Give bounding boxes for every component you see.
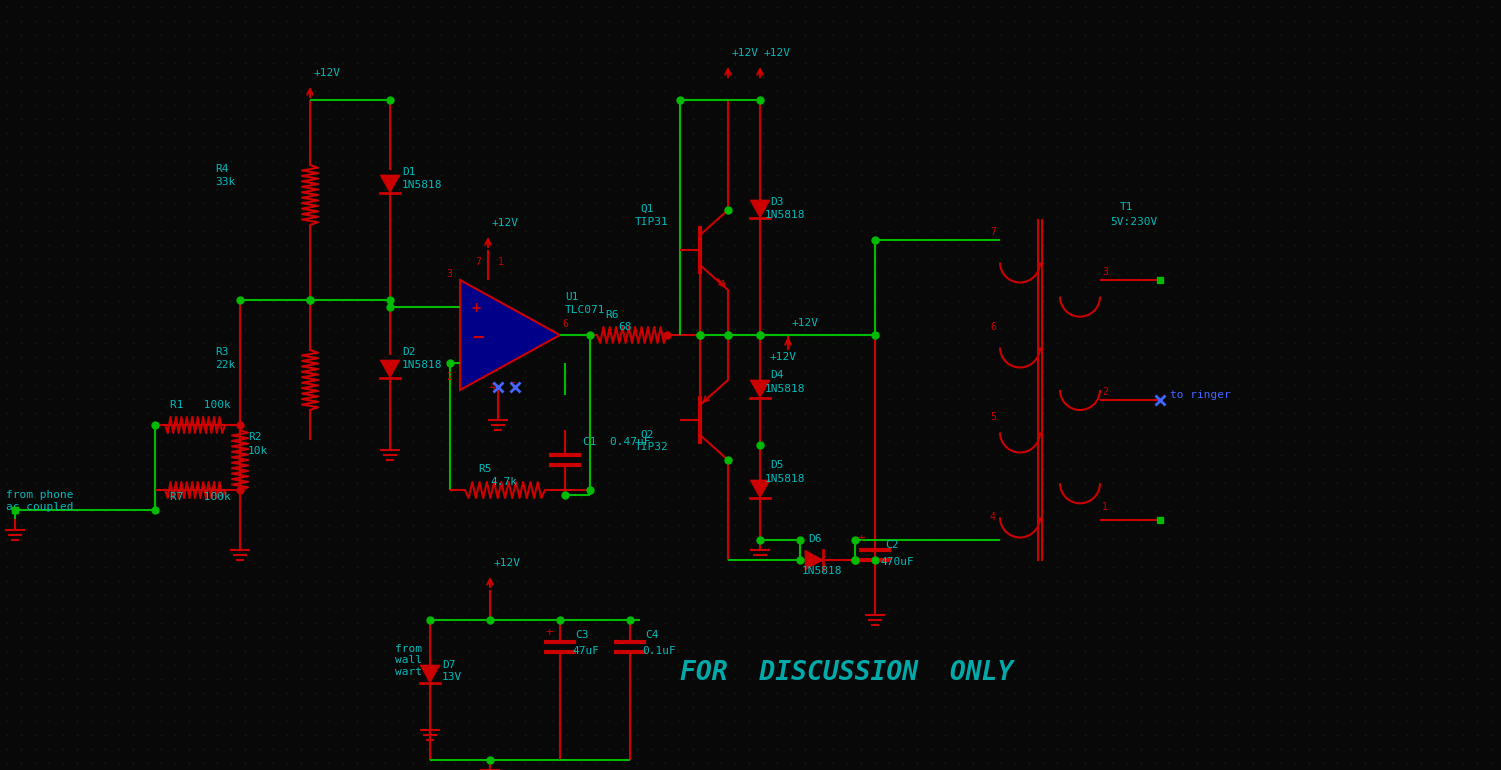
Text: 1N5818: 1N5818 — [802, 566, 842, 576]
Text: +12V: +12V — [793, 318, 820, 328]
Text: R7   100k: R7 100k — [170, 492, 231, 502]
Text: TLC071: TLC071 — [564, 305, 605, 315]
Text: 1: 1 — [1102, 502, 1108, 512]
Text: 1N5818: 1N5818 — [766, 210, 806, 220]
Text: 33k: 33k — [215, 177, 236, 187]
Text: R4: R4 — [215, 164, 228, 174]
Text: TIP31: TIP31 — [635, 217, 669, 227]
Text: R6: R6 — [605, 310, 618, 320]
Text: 1: 1 — [498, 257, 504, 267]
Text: TIP32: TIP32 — [635, 442, 669, 452]
Text: +12V: +12V — [770, 352, 797, 362]
Polygon shape — [420, 665, 440, 683]
Text: 2: 2 — [446, 372, 452, 382]
Text: 5V:230V: 5V:230V — [1111, 217, 1157, 227]
Text: 68: 68 — [618, 322, 632, 332]
Text: from
wall
wart: from wall wart — [395, 644, 422, 677]
Text: D1: D1 — [402, 167, 416, 177]
Text: −: − — [471, 328, 483, 347]
Text: FOR  DISCUSSION  ONLY: FOR DISCUSSION ONLY — [680, 660, 1013, 686]
Polygon shape — [380, 360, 399, 378]
Text: U1: U1 — [564, 292, 578, 302]
Text: 1N5818: 1N5818 — [402, 360, 443, 370]
Text: 0.1uF: 0.1uF — [642, 646, 675, 656]
Polygon shape — [750, 480, 770, 498]
Polygon shape — [750, 200, 770, 218]
Text: R5: R5 — [477, 464, 491, 474]
Text: D6: D6 — [808, 534, 821, 544]
Text: +12V: +12V — [764, 48, 791, 58]
Text: 7: 7 — [991, 227, 995, 237]
Polygon shape — [805, 550, 823, 570]
Text: 13V: 13V — [441, 672, 462, 682]
Text: 1N5818: 1N5818 — [766, 384, 806, 394]
Text: +12V: +12V — [314, 68, 341, 78]
Text: +: + — [546, 626, 554, 639]
Text: +12V: +12V — [732, 48, 760, 58]
Text: 470uF: 470uF — [880, 557, 914, 567]
Text: 47uF: 47uF — [572, 646, 599, 656]
Text: R1   100k: R1 100k — [170, 400, 231, 410]
Text: D3: D3 — [770, 197, 784, 207]
Text: Q1: Q1 — [639, 204, 653, 214]
Text: D4: D4 — [770, 370, 784, 380]
Text: from phone
ac coupled: from phone ac coupled — [6, 490, 74, 511]
Polygon shape — [459, 280, 560, 390]
Text: R3: R3 — [215, 347, 228, 357]
Text: R2: R2 — [248, 432, 261, 442]
Text: 5: 5 — [510, 382, 516, 392]
Text: +12V: +12V — [494, 558, 521, 568]
Text: Q2: Q2 — [639, 430, 653, 440]
Text: 2: 2 — [1102, 387, 1108, 397]
Text: +: + — [857, 532, 865, 545]
Text: +: + — [471, 301, 482, 316]
Text: T1: T1 — [1120, 202, 1133, 212]
Text: 1N5818: 1N5818 — [766, 474, 806, 484]
Text: 3: 3 — [446, 269, 452, 279]
Text: D2: D2 — [402, 347, 416, 357]
Text: to ringer: to ringer — [1169, 390, 1231, 400]
Text: D5: D5 — [770, 460, 784, 470]
Text: C1  0.47uF: C1 0.47uF — [582, 437, 650, 447]
Text: +12V: +12V — [492, 218, 519, 228]
Polygon shape — [380, 175, 399, 193]
Text: 7: 7 — [474, 257, 480, 267]
Text: C3: C3 — [575, 630, 588, 640]
Text: 1N5818: 1N5818 — [402, 180, 443, 190]
Text: C2: C2 — [886, 540, 899, 550]
Text: 5: 5 — [991, 412, 995, 422]
Text: 3: 3 — [1102, 267, 1108, 277]
Text: 4.7k: 4.7k — [489, 477, 516, 487]
Text: 22k: 22k — [215, 360, 236, 370]
Text: C4: C4 — [645, 630, 659, 640]
Text: 4: 4 — [489, 382, 495, 392]
Text: 10k: 10k — [248, 446, 269, 456]
Text: 4: 4 — [991, 512, 995, 522]
Text: D7: D7 — [441, 660, 455, 670]
Text: 6: 6 — [991, 322, 995, 332]
Text: 6: 6 — [561, 319, 567, 329]
Polygon shape — [750, 380, 770, 398]
